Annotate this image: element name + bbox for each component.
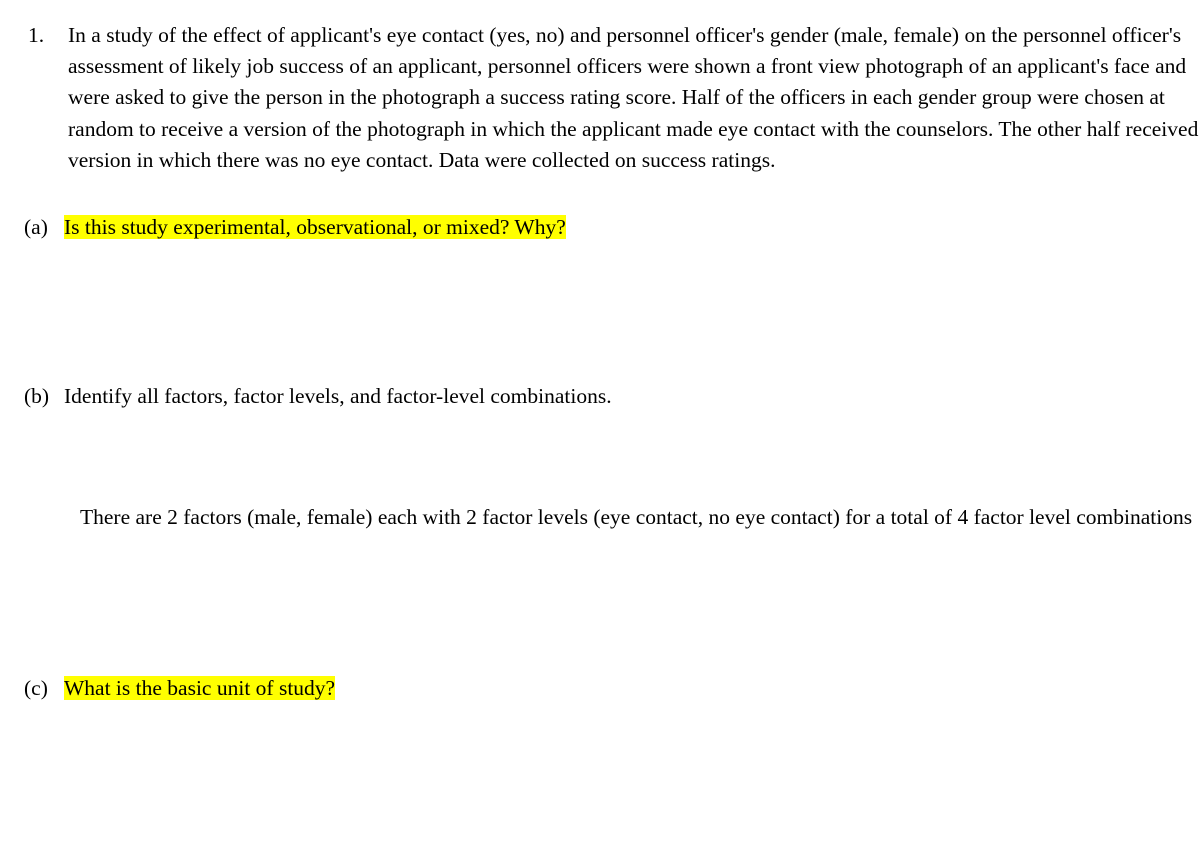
- part-c: (c) What is the basic unit of study?: [20, 673, 1200, 704]
- part-b-label: (b): [20, 381, 64, 412]
- blank-space-b2: [20, 593, 1200, 673]
- question-1: 1. In a study of the effect of applicant…: [20, 20, 1200, 176]
- part-a: (a) Is this study experimental, observat…: [20, 212, 1200, 243]
- part-c-text: What is the basic unit of study?: [64, 676, 335, 700]
- question-prompt: In a study of the effect of applicant's …: [68, 20, 1200, 176]
- part-c-label: (c): [20, 673, 64, 704]
- blank-space-b1: [20, 440, 1200, 466]
- part-b-body: Identify all factors, factor levels, and…: [64, 381, 1200, 412]
- part-a-text: Is this study experimental, observationa…: [64, 215, 566, 239]
- part-a-body: Is this study experimental, observationa…: [64, 212, 1200, 243]
- part-b-text: Identify all factors, factor levels, and…: [64, 384, 612, 408]
- blank-space-a: [20, 271, 1200, 381]
- part-c-body: What is the basic unit of study?: [64, 673, 1200, 704]
- part-a-label: (a): [20, 212, 64, 243]
- part-b-answer: There are 2 factors (male, female) each …: [80, 502, 1200, 533]
- question-number: 1.: [20, 20, 68, 51]
- part-b: (b) Identify all factors, factor levels,…: [20, 381, 1200, 412]
